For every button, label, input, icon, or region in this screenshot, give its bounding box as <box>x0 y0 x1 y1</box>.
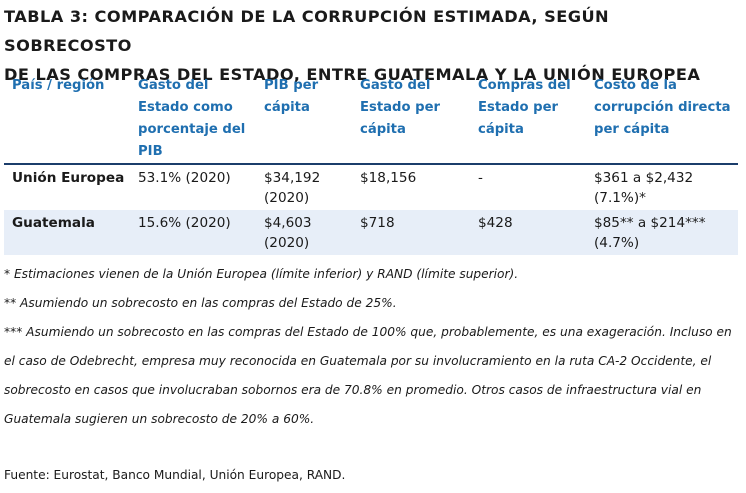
cell-spending-pct-gdp: 53.1% (2020) <box>138 170 231 186</box>
footnote-2: ** Asumiendo un sobrecosto en las compra… <box>4 296 397 310</box>
header-country: País / región <box>4 72 130 165</box>
footnotes: * Estimaciones vienen de la Unión Europe… <box>4 260 742 434</box>
cell-gdp-per-capita: $4,603 (2020) <box>256 210 352 255</box>
cell-country: Unión Europea <box>12 170 125 186</box>
footnote-3: *** Asumiendo un sobrecosto en las compr… <box>4 325 732 426</box>
cell-procurement-per-capita: $428 <box>470 210 586 255</box>
cell-country: Guatemala <box>4 210 130 255</box>
header-corruption-cost: Costo de la corrupción directa per cápit… <box>586 72 738 165</box>
table-row: Unión Europea 53.1% (2020) $34,192 (2020… <box>4 164 738 210</box>
cell-corruption-cost: $85** a $214*** (4.7%) <box>586 210 738 255</box>
table-row: Guatemala 15.6% (2020) $4,603 (2020) $71… <box>4 210 738 255</box>
cell-spending-pct-gdp: 15.6% (2020) <box>130 210 256 255</box>
header-gdp-per-capita: PIB per cápita <box>256 72 352 165</box>
header-procurement-per-capita: Compras del Estado per cápita <box>470 72 586 165</box>
table-header-row: País / región Gasto del Estado como porc… <box>4 72 738 165</box>
footnote-1: * Estimaciones vienen de la Unión Europe… <box>4 267 519 281</box>
cell-gdp-per-capita: $34,192 (2020) <box>264 170 321 206</box>
table-title-line-1: TABLA 3: COMPARACIÓN DE LA CORRUPCIÓN ES… <box>4 7 610 55</box>
cell-spending-per-capita: $18,156 <box>360 170 417 186</box>
header-spending-per-capita: Gasto del Estado per cápita <box>352 72 470 165</box>
comparison-table: País / región Gasto del Estado como porc… <box>4 72 738 255</box>
cell-corruption-cost: $361 a $2,432 (7.1%)* <box>594 170 694 206</box>
header-spending-pct-gdp: Gasto del Estado como porcentaje del PIB <box>130 72 256 165</box>
cell-spending-per-capita: $718 <box>352 210 470 255</box>
cell-procurement-per-capita: - <box>478 170 483 186</box>
source-line: Fuente: Eurostat, Banco Mundial, Unión E… <box>4 468 346 482</box>
